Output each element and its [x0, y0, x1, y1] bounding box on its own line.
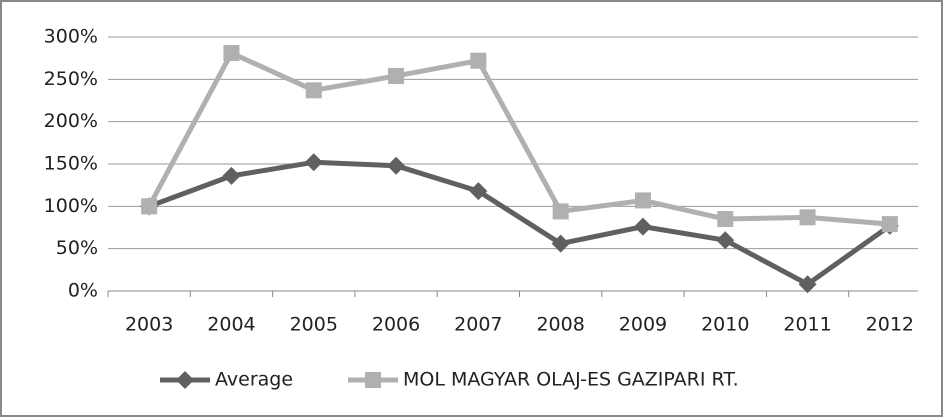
legend-label: Average [215, 369, 293, 391]
data-point [634, 192, 651, 209]
x-tick-label: 2007 [454, 314, 502, 336]
data-point [141, 198, 158, 215]
data-point [469, 182, 488, 201]
x-tick-label: 2010 [701, 314, 749, 336]
data-point [305, 82, 322, 99]
y-tick-label: 0% [68, 280, 98, 302]
series-line [148, 159, 892, 287]
data-point [223, 45, 240, 62]
series-line [146, 50, 891, 227]
data-point [470, 52, 487, 69]
legend-marker [176, 371, 194, 389]
y-tick-label: 100% [44, 195, 98, 217]
data-point [222, 166, 241, 185]
y-tick-label: 200% [44, 110, 98, 132]
y-tick-label: 300% [44, 26, 98, 48]
x-tick-label: 2005 [290, 314, 338, 336]
x-tick-label: 2011 [783, 314, 831, 336]
x-tick-label: 2004 [207, 314, 255, 336]
data-point [798, 275, 817, 294]
legend-marker [365, 372, 382, 388]
data-point [881, 216, 898, 233]
data-point [551, 234, 570, 253]
x-tick-label: 2003 [125, 314, 173, 336]
y-tick-label: 50% [56, 237, 98, 259]
y-tick-label: 150% [44, 153, 98, 175]
data-point [716, 231, 735, 250]
data-point [633, 217, 652, 236]
data-point [388, 67, 405, 84]
x-tick-label: 2009 [619, 314, 667, 336]
data-point [304, 153, 323, 172]
x-tick-label: 2008 [536, 314, 584, 336]
x-tick-label: 2006 [372, 314, 420, 336]
legend-label: MOL MAGYAR OLAJ-ES GAZIPARI RT. [403, 369, 739, 391]
y-tick-label: 250% [44, 68, 98, 90]
x-tick-label: 2012 [866, 314, 914, 336]
data-point [799, 209, 816, 226]
data-point [552, 203, 569, 220]
data-point [717, 211, 734, 228]
data-point [387, 156, 406, 175]
